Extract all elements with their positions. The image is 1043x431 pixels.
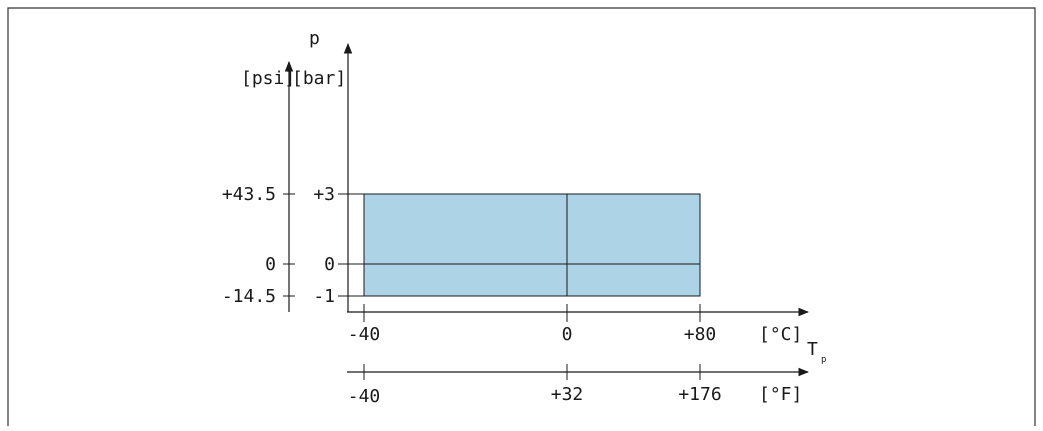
celsius-unit-label: [°C] [759, 324, 802, 345]
celsius-tick-label: -40 [348, 324, 381, 345]
temperature-subscript-label: p [821, 355, 826, 365]
psi-tick-label: 0 [265, 254, 276, 275]
fahrenheit-tick-label: -40 [348, 386, 381, 407]
celsius-tick-label: 0 [562, 324, 573, 345]
bar-tick-label: 0 [324, 254, 335, 275]
fahrenheit-tick-label: +176 [678, 384, 721, 405]
bar-tick-label: +3 [313, 184, 335, 205]
temperature-symbol-label: T [807, 339, 818, 360]
fahrenheit-unit-label: [°F] [759, 384, 802, 405]
fahrenheit-tick-label: +32 [551, 384, 584, 405]
celsius-tick-label: +80 [684, 324, 717, 345]
psi-tick-label: -14.5 [222, 286, 276, 307]
psi-unit-label: [psi] [241, 68, 295, 89]
frame-border [7, 7, 1036, 426]
operating-range-area [363, 193, 701, 297]
bar-unit-label: [bar] [292, 68, 346, 89]
psi-tick-label: +43.5 [222, 184, 276, 205]
bar-tick-label: -1 [313, 286, 335, 307]
pressure-symbol-label: p [309, 28, 320, 49]
